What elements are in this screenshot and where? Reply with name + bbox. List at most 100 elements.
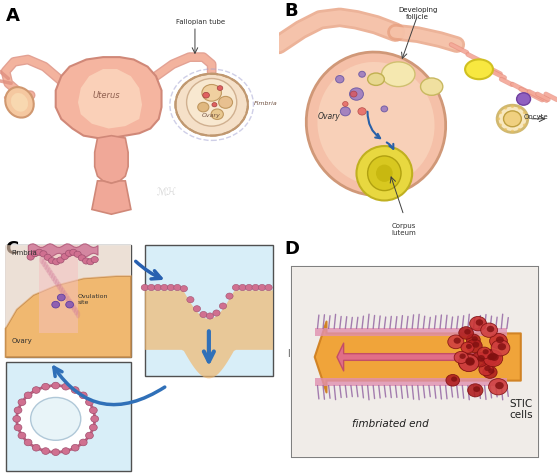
Circle shape bbox=[82, 258, 90, 264]
Text: D: D bbox=[284, 240, 299, 258]
Ellipse shape bbox=[41, 259, 46, 267]
Circle shape bbox=[460, 354, 466, 359]
Circle shape bbox=[473, 386, 480, 392]
Circle shape bbox=[350, 88, 363, 100]
Ellipse shape bbox=[47, 268, 52, 276]
FancyArrowPatch shape bbox=[337, 343, 493, 371]
Text: B: B bbox=[284, 2, 297, 20]
Circle shape bbox=[466, 334, 480, 346]
Circle shape bbox=[226, 293, 233, 299]
Text: Ovary: Ovary bbox=[202, 113, 221, 118]
Circle shape bbox=[472, 342, 480, 348]
Circle shape bbox=[518, 128, 521, 131]
Circle shape bbox=[32, 445, 40, 451]
Circle shape bbox=[232, 285, 240, 290]
Text: Oocyte: Oocyte bbox=[524, 114, 549, 120]
Ellipse shape bbox=[317, 62, 434, 186]
Circle shape bbox=[202, 85, 222, 101]
Ellipse shape bbox=[11, 93, 28, 112]
Circle shape bbox=[217, 86, 223, 90]
Circle shape bbox=[66, 250, 72, 257]
Ellipse shape bbox=[62, 290, 67, 298]
Text: Ovary: Ovary bbox=[11, 337, 32, 344]
Circle shape bbox=[461, 342, 474, 353]
Ellipse shape bbox=[465, 60, 493, 79]
FancyBboxPatch shape bbox=[292, 267, 538, 457]
Circle shape bbox=[497, 117, 500, 120]
Circle shape bbox=[453, 337, 461, 344]
Circle shape bbox=[470, 317, 486, 331]
Circle shape bbox=[466, 344, 472, 349]
Ellipse shape bbox=[61, 287, 65, 296]
Circle shape bbox=[487, 326, 494, 332]
Circle shape bbox=[203, 92, 209, 98]
Polygon shape bbox=[78, 69, 142, 129]
Circle shape bbox=[27, 254, 35, 260]
Circle shape bbox=[459, 327, 473, 339]
Text: Fimbria: Fimbria bbox=[253, 101, 277, 106]
Circle shape bbox=[42, 448, 50, 455]
Ellipse shape bbox=[72, 305, 76, 313]
Ellipse shape bbox=[49, 270, 53, 278]
Circle shape bbox=[252, 285, 259, 290]
Circle shape bbox=[343, 101, 348, 107]
Circle shape bbox=[525, 117, 528, 120]
FancyBboxPatch shape bbox=[6, 245, 131, 357]
Text: l: l bbox=[287, 349, 290, 359]
Circle shape bbox=[499, 111, 502, 114]
FancyBboxPatch shape bbox=[292, 267, 538, 457]
Circle shape bbox=[36, 249, 43, 256]
Circle shape bbox=[167, 285, 174, 290]
Text: Uterus: Uterus bbox=[92, 91, 120, 99]
Circle shape bbox=[258, 285, 266, 290]
Polygon shape bbox=[6, 245, 131, 328]
Circle shape bbox=[25, 439, 32, 446]
Circle shape bbox=[448, 335, 464, 349]
FancyArrowPatch shape bbox=[368, 112, 380, 138]
Circle shape bbox=[464, 329, 471, 335]
Circle shape bbox=[511, 129, 514, 133]
Circle shape bbox=[482, 349, 501, 366]
Polygon shape bbox=[92, 181, 131, 214]
Circle shape bbox=[479, 363, 494, 376]
Circle shape bbox=[71, 387, 79, 393]
Polygon shape bbox=[6, 276, 131, 357]
Circle shape bbox=[48, 258, 56, 264]
Circle shape bbox=[74, 251, 81, 258]
Circle shape bbox=[90, 424, 97, 431]
Ellipse shape bbox=[43, 262, 48, 270]
Circle shape bbox=[86, 399, 94, 406]
Circle shape bbox=[79, 439, 87, 446]
Circle shape bbox=[44, 254, 51, 260]
Ellipse shape bbox=[51, 273, 56, 281]
FancyBboxPatch shape bbox=[6, 362, 131, 471]
Circle shape bbox=[175, 74, 248, 136]
Circle shape bbox=[62, 383, 70, 390]
Circle shape bbox=[219, 303, 227, 309]
Text: Fimbria: Fimbria bbox=[11, 249, 37, 256]
Circle shape bbox=[78, 255, 86, 261]
Circle shape bbox=[487, 354, 494, 360]
Ellipse shape bbox=[368, 73, 384, 85]
Circle shape bbox=[154, 285, 162, 290]
Ellipse shape bbox=[376, 165, 393, 182]
Circle shape bbox=[17, 386, 95, 452]
Circle shape bbox=[459, 355, 479, 372]
Circle shape bbox=[481, 323, 497, 337]
Circle shape bbox=[31, 250, 38, 257]
Circle shape bbox=[523, 111, 526, 114]
Circle shape bbox=[91, 416, 99, 422]
Text: Corpus
luteum: Corpus luteum bbox=[392, 223, 416, 236]
Circle shape bbox=[483, 366, 497, 378]
Circle shape bbox=[86, 432, 94, 439]
Circle shape bbox=[193, 306, 201, 312]
Circle shape bbox=[66, 301, 74, 308]
Circle shape bbox=[61, 253, 69, 259]
Circle shape bbox=[488, 368, 495, 374]
Text: ℳℋ: ℳℋ bbox=[157, 187, 177, 197]
Circle shape bbox=[161, 285, 168, 290]
Circle shape bbox=[488, 378, 507, 395]
Circle shape bbox=[497, 105, 528, 132]
Circle shape bbox=[212, 103, 217, 107]
Circle shape bbox=[31, 397, 81, 440]
